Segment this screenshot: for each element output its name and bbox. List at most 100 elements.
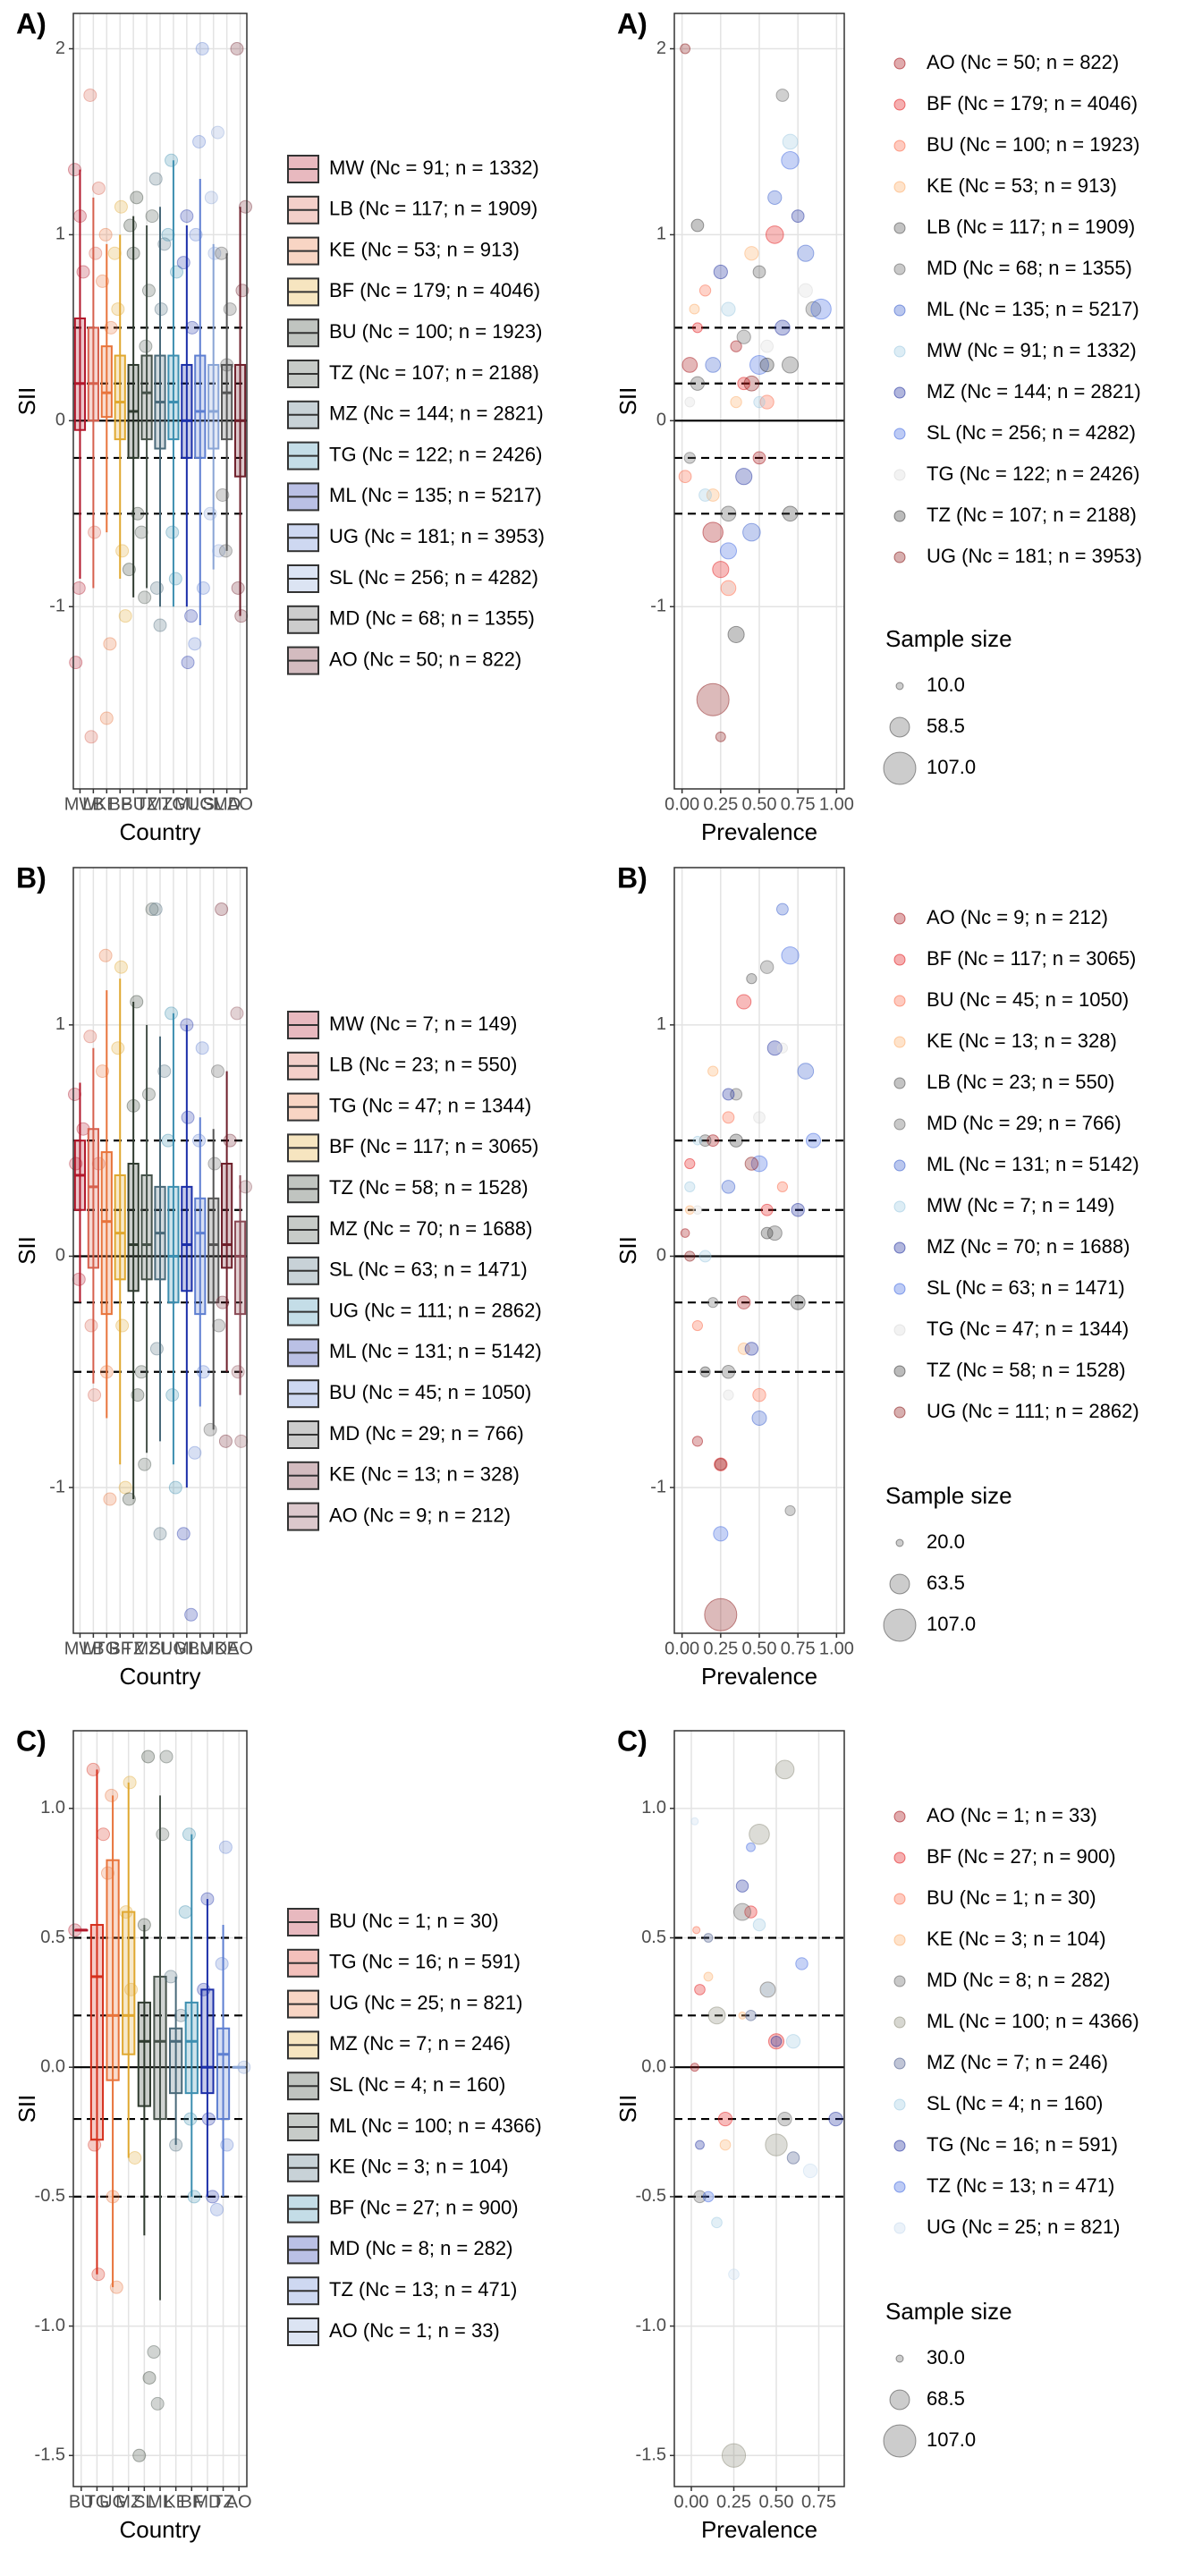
point <box>713 264 728 280</box>
jitter-point <box>72 580 86 595</box>
point <box>721 1180 736 1194</box>
box <box>167 354 180 441</box>
point <box>707 1297 719 1309</box>
legend-label: MW (Nc = 91; n = 1332) <box>329 157 539 179</box>
point <box>781 946 800 965</box>
jitter-point <box>67 1087 81 1101</box>
jitter-point <box>141 284 156 298</box>
legend-label: LB (Nc = 117; n = 1909) <box>329 198 538 220</box>
jitter-point <box>157 1064 172 1079</box>
x-tick-label: AO <box>227 794 253 814</box>
jitter-point <box>138 1457 152 1471</box>
x-axis-title: Country <box>119 818 200 845</box>
point <box>737 1342 750 1355</box>
legend-label: KE (Nc = 53; n = 913) <box>329 238 520 260</box>
size-legend-key <box>889 716 910 738</box>
box <box>73 317 87 431</box>
jitter-point <box>216 1295 230 1309</box>
y-tick-label: 1 <box>55 1014 65 1034</box>
box <box>184 2001 199 2095</box>
jitter-point <box>107 246 122 260</box>
x-axis-title: Prevalence <box>701 2516 817 2543</box>
jitter-point <box>148 902 163 917</box>
box <box>106 1859 120 2081</box>
point <box>719 2139 732 2151</box>
legend-label: KE (Nc = 53; n = 913) <box>927 174 1117 197</box>
jitter-point <box>165 1388 180 1402</box>
box <box>169 2027 183 2095</box>
legend-label: BF (Nc = 117; n = 3065) <box>927 947 1136 970</box>
jitter-point <box>212 544 226 558</box>
y-tick-label: 0.5 <box>641 1928 666 1947</box>
legend-key <box>893 1810 906 1823</box>
y-tick-label: 0 <box>55 1246 65 1266</box>
legend-key <box>893 1036 906 1048</box>
point <box>690 376 706 391</box>
size-legend-key <box>883 2424 917 2458</box>
jitter-point <box>154 302 168 317</box>
jitter-point <box>98 948 113 962</box>
legend-label: UG (Nc = 181; n = 3953) <box>329 525 545 547</box>
x-tick-label: 0.75 <box>781 1639 816 1658</box>
x-tick-label: LB <box>82 1639 104 1658</box>
legend-label: MZ (Nc = 7; n = 246) <box>927 2051 1108 2073</box>
point <box>744 1157 759 1171</box>
legend-label: BU (Nc = 100; n = 1923) <box>927 133 1139 156</box>
y-tick-label: -1.0 <box>636 2316 666 2335</box>
jitter-point <box>139 339 153 353</box>
legend-key <box>893 1893 906 1905</box>
legend-label: KE (Nc = 13; n = 328) <box>927 1030 1117 1052</box>
legend-label: MD (Nc = 68; n = 1355) <box>329 607 535 630</box>
legend-key <box>893 551 906 564</box>
legend-key <box>893 2098 906 2111</box>
jitter-point <box>83 1030 97 1044</box>
point <box>691 322 703 334</box>
point <box>720 505 737 522</box>
legend-label: AO (Nc = 9; n = 212) <box>927 906 1108 928</box>
point <box>680 1228 690 1238</box>
jitter-point <box>142 2370 157 2385</box>
size-legend-label: 107.0 <box>927 756 976 778</box>
jitter-point <box>239 1180 253 1194</box>
jitter-point <box>103 637 117 651</box>
legend-label: AO (Nc = 1; n = 33) <box>927 1804 1097 1826</box>
point <box>767 190 783 205</box>
jitter-point <box>201 2112 216 2126</box>
legend-label: TG (Nc = 16; n = 591) <box>329 1951 521 1973</box>
box <box>221 1163 233 1269</box>
legend-label: SL (Nc = 63; n = 1471) <box>329 1258 528 1281</box>
x-tick-label: 0.75 <box>781 794 816 814</box>
legend-key <box>893 510 906 522</box>
x-tick-label: ML <box>148 2492 173 2512</box>
jitter-point <box>234 1434 249 1448</box>
point <box>775 1759 795 1780</box>
jitter-point <box>67 163 81 177</box>
legend-label: MD (Nc = 8; n = 282) <box>927 1969 1110 1991</box>
point <box>782 133 799 150</box>
point <box>711 2216 723 2229</box>
point <box>730 340 742 352</box>
legend-label: TZ (Nc = 107; n = 2188) <box>927 504 1137 526</box>
point <box>690 1817 699 1826</box>
legend-label: ML (Nc = 135; n = 5217) <box>927 298 1139 320</box>
point <box>738 2011 747 2020</box>
x-tick-label: MD <box>199 1639 227 1658</box>
legend-label: BF (Nc = 27; n = 900) <box>927 1845 1116 1868</box>
point <box>785 2034 801 2049</box>
jitter-point <box>89 246 103 260</box>
jitter-point <box>91 181 106 195</box>
legend-label: SL (Nc = 4; n = 160) <box>927 2092 1103 2114</box>
legend-key <box>893 1159 906 1172</box>
jitter-point <box>130 191 144 205</box>
jitter-point <box>203 506 217 521</box>
jitter-point <box>165 525 180 539</box>
jitter-point <box>157 237 172 251</box>
box <box>114 1174 126 1281</box>
jitter-point <box>150 2396 165 2411</box>
x-tick-label: 0.25 <box>703 1639 738 1658</box>
jitter-point <box>96 1064 110 1079</box>
y-tick-label: 0 <box>55 411 65 430</box>
jitter-point <box>195 42 209 56</box>
x-axis-title: Prevalence <box>701 1663 817 1690</box>
